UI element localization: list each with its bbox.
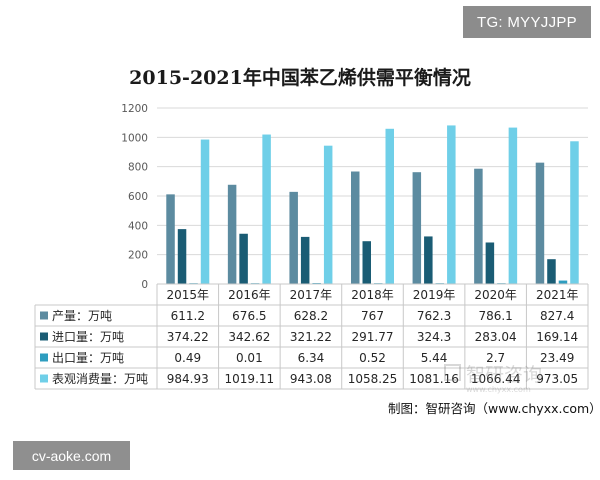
bar-1 — [166, 194, 175, 284]
bar-4 — [508, 127, 518, 284]
data-label: 0.49 — [174, 351, 201, 365]
data-label: 1081.16 — [409, 372, 459, 386]
x-tick-label: 2019年 — [413, 288, 456, 302]
bar-1 — [474, 168, 483, 284]
legend-swatch — [40, 374, 48, 383]
bar-1 — [412, 172, 422, 284]
bar-4 — [570, 141, 579, 284]
data-label: 973.05 — [536, 372, 578, 386]
data-label: 2.7 — [486, 351, 505, 365]
footer-badge: cv-aoke.com — [13, 441, 130, 470]
watermark-url: www.chyxx.com — [466, 385, 531, 394]
legend-label: 进口量：万吨 — [52, 330, 124, 344]
bar-1 — [535, 162, 545, 284]
data-label: 291.77 — [352, 330, 394, 344]
bar-1 — [289, 191, 298, 284]
data-label: 767 — [361, 309, 384, 323]
data-label: 0.52 — [359, 351, 386, 365]
bar-2 — [547, 259, 556, 284]
data-label: 611.2 — [171, 309, 205, 323]
y-tick-label: 200 — [128, 250, 148, 262]
x-tick-label: 2021年 — [536, 288, 579, 302]
watermark-logo-icon — [444, 364, 461, 381]
legend-swatch — [40, 353, 48, 362]
bar-2 — [362, 241, 371, 284]
legend-swatch — [40, 332, 48, 341]
bar-2 — [177, 229, 187, 284]
x-tick-label: 2017年 — [290, 288, 333, 302]
y-tick-label: 1200 — [121, 103, 148, 115]
y-tick-label: 0 — [141, 279, 148, 291]
y-tick-label: 600 — [128, 191, 148, 203]
bar-4 — [200, 139, 210, 284]
y-tick-label: 800 — [128, 162, 148, 174]
y-tick-label: 1000 — [121, 132, 148, 144]
chart-title: 2015-2021年中国苯乙烯供需平衡情况 — [129, 67, 471, 89]
x-tick-label: 2015年 — [167, 288, 210, 302]
data-label: 0.01 — [236, 351, 263, 365]
bar-4 — [323, 145, 333, 284]
bar-4 — [447, 125, 456, 284]
legend-label: 表观消费量：万吨 — [52, 372, 148, 386]
bar-2 — [239, 233, 248, 284]
legend-label: 出口量：万吨 — [52, 351, 124, 365]
data-label: 5.44 — [421, 351, 448, 365]
data-label: 374.22 — [167, 330, 209, 344]
watermark-text: 智研咨询 — [466, 364, 542, 386]
bar-2 — [424, 236, 433, 284]
legend-swatch — [40, 311, 48, 320]
tg-badge: TG: MYYJJPP — [463, 6, 591, 38]
data-label: 628.2 — [294, 309, 328, 323]
data-label: 342.62 — [228, 330, 270, 344]
x-tick-label: 2018年 — [351, 288, 394, 302]
data-label: 169.14 — [536, 330, 578, 344]
data-label: 321.22 — [290, 330, 332, 344]
data-label: 324.3 — [417, 330, 451, 344]
legend-label: 产量：万吨 — [52, 309, 112, 323]
bar-2 — [485, 242, 495, 284]
bar-4 — [262, 134, 271, 284]
data-label: 6.34 — [298, 351, 325, 365]
bar-1 — [351, 171, 360, 284]
data-label: 676.5 — [232, 309, 266, 323]
x-tick-label: 2020年 — [474, 288, 517, 302]
x-tick-label: 2016年 — [228, 288, 271, 302]
bar-1 — [227, 184, 237, 284]
data-label: 1058.25 — [348, 372, 398, 386]
bar-3 — [558, 280, 568, 284]
data-label: 786.1 — [478, 309, 512, 323]
bar-4 — [385, 128, 394, 284]
data-label: 23.49 — [540, 351, 574, 365]
data-label: 1019.11 — [225, 372, 275, 386]
data-label: 762.3 — [417, 309, 451, 323]
data-label: 283.04 — [475, 330, 517, 344]
bar-2 — [300, 236, 310, 284]
data-label: 984.93 — [167, 372, 209, 386]
y-tick-label: 400 — [128, 220, 148, 232]
data-label: 827.4 — [540, 309, 574, 323]
source-credit: 制图：智研咨询（www.chyxx.com） — [388, 401, 600, 416]
data-label: 1066.44 — [471, 372, 521, 386]
data-label: 943.08 — [290, 372, 332, 386]
